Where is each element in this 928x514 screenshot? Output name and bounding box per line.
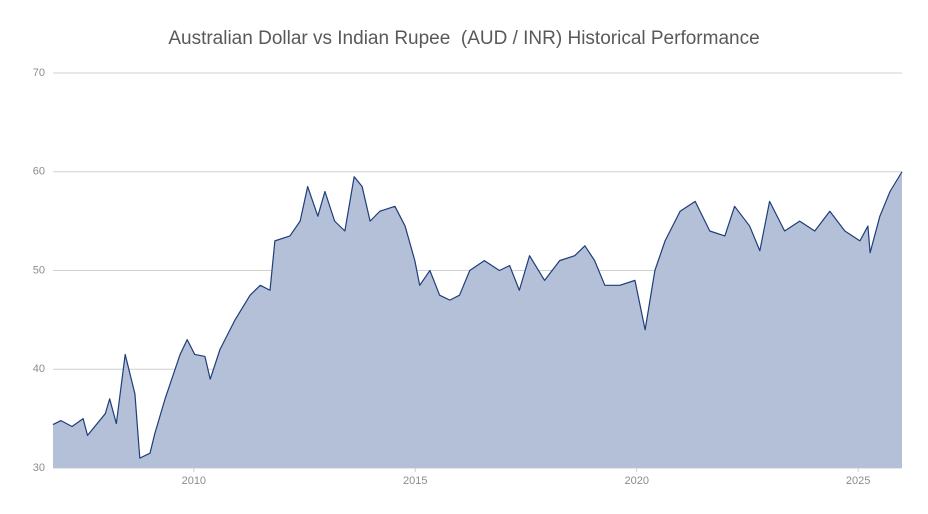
- x-tick-label: 2015: [403, 475, 427, 487]
- area-line: [52, 171, 903, 459]
- y-tick-label: 50: [33, 264, 45, 276]
- y-tick-label: 30: [33, 462, 45, 474]
- x-tick-label: 2025: [846, 475, 870, 487]
- y-tick-label: 60: [33, 166, 45, 178]
- y-tick-label: 40: [33, 363, 45, 375]
- y-tick-label: 70: [33, 67, 45, 79]
- x-tick-label: 2020: [624, 475, 648, 487]
- x-tick-label: 2010: [182, 475, 206, 487]
- chart-title: Australian Dollar vs Indian Rupee (AUD /…: [168, 28, 759, 49]
- area-fill: [53, 171, 902, 468]
